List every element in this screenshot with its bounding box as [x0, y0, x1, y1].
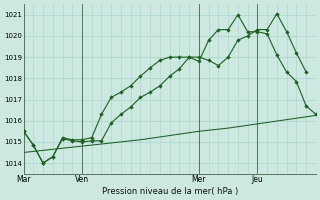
X-axis label: Pression niveau de la mer( hPa ): Pression niveau de la mer( hPa ) — [101, 187, 238, 196]
